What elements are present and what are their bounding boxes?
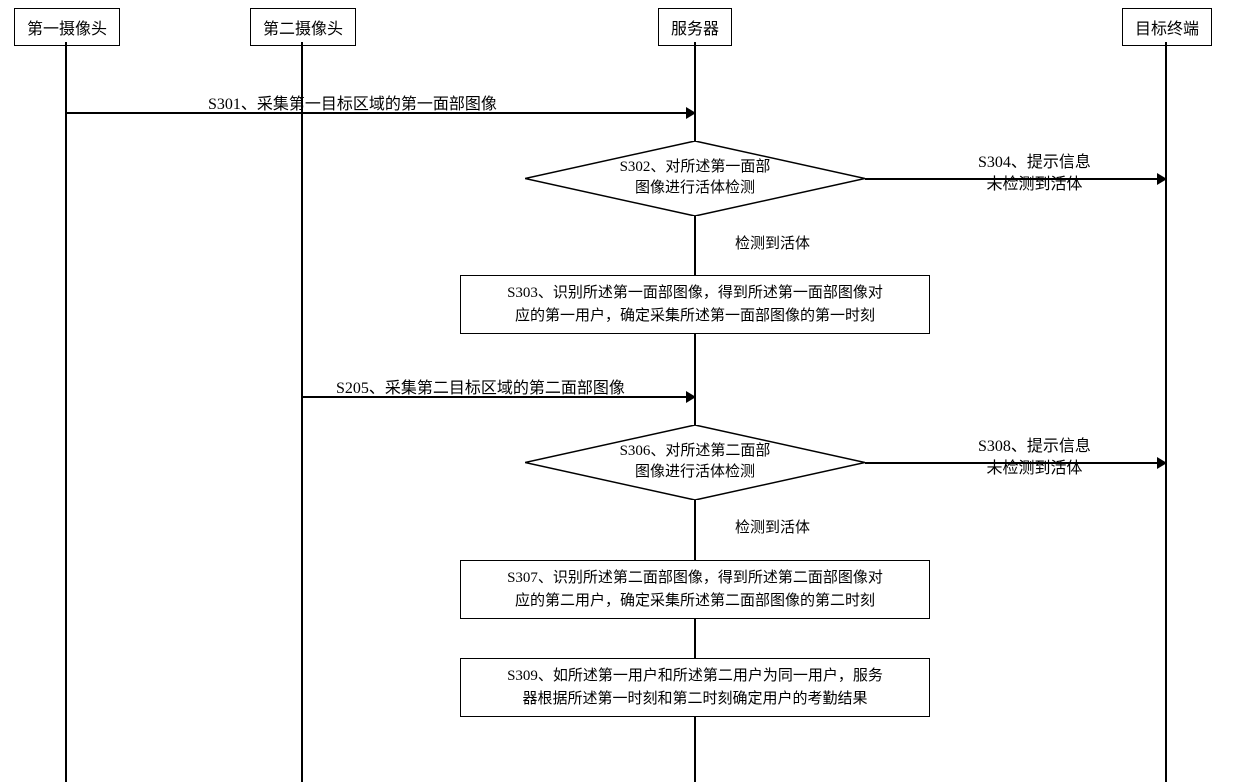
msg-s304-label: S304、提示信息 未检测到活体: [978, 152, 1091, 195]
msg-s205-label: S205、采集第二目标区域的第二面部图像: [336, 374, 625, 398]
msg-s205-arrow: [686, 391, 696, 403]
participant-server: 服务器: [658, 8, 732, 46]
decision-s306: S306、对所述第二面部 图像进行活体检测: [525, 425, 865, 500]
participant-label: 第二摄像头: [263, 21, 343, 38]
participant-label: 目标终端: [1135, 21, 1199, 38]
decision-s302: S302、对所述第一面部 图像进行活体检测: [525, 141, 865, 216]
decision-s302-yes-label: 检测到活体: [735, 232, 810, 253]
msg-s304-arrow: [1157, 173, 1167, 185]
process-s303: S303、识别所述第一面部图像，得到所述第一面部图像对 应的第一用户，确定采集所…: [460, 275, 930, 334]
decision-s302-text: S302、对所述第一面部 图像进行活体检测: [620, 157, 771, 199]
participant-camera2: 第二摄像头: [250, 8, 356, 46]
participant-label: 第一摄像头: [27, 21, 107, 38]
msg-s308-arrow: [1157, 457, 1167, 469]
msg-s308-label: S308、提示信息 未检测到活体: [978, 436, 1091, 479]
decision-s306-yes-label: 检测到活体: [735, 516, 810, 537]
lifeline-camera1: [65, 42, 67, 782]
lifeline-target: [1165, 42, 1167, 782]
decision-s306-text: S306、对所述第二面部 图像进行活体检测: [620, 441, 771, 483]
participant-label: 服务器: [671, 21, 719, 38]
msg-s301-arrow: [686, 107, 696, 119]
participant-camera1: 第一摄像头: [14, 8, 120, 46]
process-s307: S307、识别所述第二面部图像，得到所述第二面部图像对 应的第二用户，确定采集所…: [460, 560, 930, 619]
participant-target: 目标终端: [1122, 8, 1212, 46]
lifeline-camera2: [301, 42, 303, 782]
process-s309: S309、如所述第一用户和所述第二用户为同一用户，服务 器根据所述第一时刻和第二…: [460, 658, 930, 717]
msg-s301-label: S301、采集第一目标区域的第一面部图像: [208, 90, 497, 114]
